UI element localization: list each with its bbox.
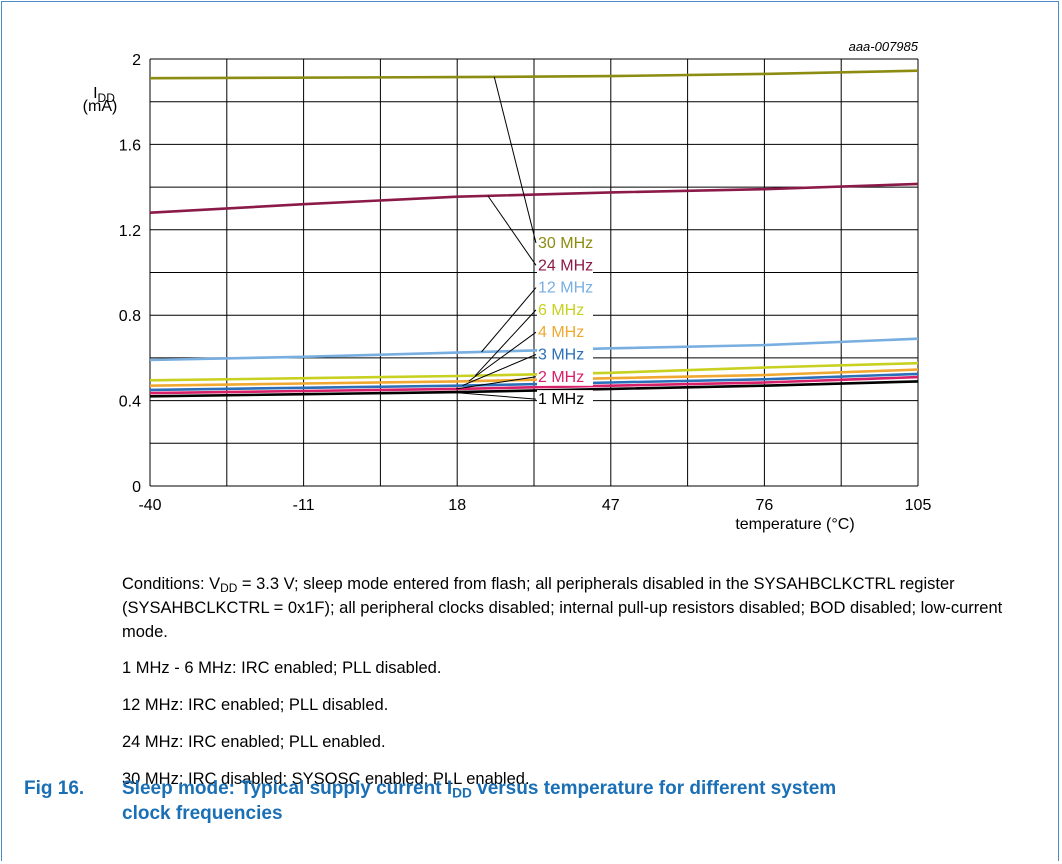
y-tick-label: 0.4: [119, 394, 141, 411]
series-line: [149, 368, 919, 387]
series-label: 3 MHz: [538, 347, 584, 364]
note-item: 12 MHz: IRC enabled; PLL disabled.: [122, 696, 389, 714]
leader-line: [462, 354, 537, 387]
series-line: [149, 372, 919, 392]
series-line: [149, 361, 919, 382]
series-label-bg: [537, 278, 593, 297]
series-line: [149, 182, 919, 214]
leader-line: [449, 391, 537, 400]
conditions-post: = 3.3 V; sleep mode entered from flash; …: [122, 575, 1003, 641]
series-label-bg: [537, 345, 593, 364]
series-line: [149, 380, 919, 398]
x-tick-label: -11: [293, 497, 315, 514]
series-label: 6 MHz: [538, 302, 584, 319]
y-tick-label: 1.2: [119, 223, 141, 240]
grid: [149, 58, 919, 487]
leader-line: [481, 287, 537, 353]
tick-labels: -40 -11 18 47 76 105 0 0.4 0.8 1.2 1.6 2: [119, 52, 932, 514]
figure-notes: Conditions: VDD = 3.3 V; sleep mode ente…: [122, 572, 1022, 804]
caption-pre: Sleep mode: Typical supply current I: [122, 778, 453, 799]
figure-number: Fig 16.: [24, 778, 85, 799]
y-tick-label: 2: [132, 52, 141, 69]
leader-line: [493, 76, 537, 244]
x-tick-label: 76: [756, 497, 774, 514]
series-label: 30 MHz: [538, 235, 593, 252]
leader-line: [456, 376, 537, 390]
series-label: 24 MHz: [538, 257, 593, 274]
leader-line: [474, 309, 537, 377]
note-item: 1 MHz - 6 MHz: IRC enabled; PLL disabled…: [122, 659, 442, 677]
y-tick-label: 0.8: [119, 308, 141, 325]
y-tick-label: 1.6: [119, 137, 141, 154]
y-axis-label-main: I: [93, 85, 97, 102]
series-label: 12 MHz: [538, 280, 593, 297]
series-line: [149, 69, 919, 80]
conditions-text: Conditions: VDD = 3.3 V; sleep mode ente…: [122, 572, 1022, 644]
figure-id-label: aaa-007985: [849, 39, 919, 54]
series-label: 1 MHz: [538, 391, 584, 408]
note-item: 30 MHz: IRC disabled; SYSOSC enabled; PL…: [122, 770, 530, 788]
caption-line2: clock frequencies: [122, 803, 283, 824]
figure-caption: Fig 16. Sleep mode: Typical supply curren…: [24, 776, 1034, 826]
series-label: 2 MHz: [538, 369, 584, 386]
caption-post: versus temperature for different system: [471, 778, 837, 799]
conditions-sub: DD: [220, 580, 238, 595]
note-item: 24 MHz: IRC enabled; PLL enabled.: [122, 733, 386, 751]
leader-line: [487, 195, 537, 266]
series-label-bg: [537, 300, 593, 319]
series-label-bg: [537, 256, 593, 275]
series-lines: [149, 69, 919, 398]
x-tick-label: 105: [905, 497, 932, 514]
line-chart: 30 MHz 24 MHz 12 MHz 6 MHz 4 MHz 3 MHz 2 MHz 1 …: [83, 39, 932, 533]
series-label-bg: [537, 323, 593, 342]
caption-sub: DD: [452, 785, 472, 801]
x-axis-label: temperature (°C): [735, 516, 854, 533]
y-tick-label: 0: [132, 479, 141, 496]
series-label-bg: [537, 234, 593, 252]
leader-line: [468, 331, 537, 382]
conditions-pre: Conditions: V: [122, 575, 221, 593]
series-line: [149, 337, 919, 362]
label-leader-lines: [449, 76, 537, 400]
series-labels: 30 MHz 24 MHz 12 MHz 6 MHz 4 MHz 3 MHz 2 MHz 1 …: [537, 234, 593, 409]
x-tick-label: 18: [448, 497, 466, 514]
y-axis-label: IDD: [93, 85, 115, 105]
x-tick-label: 47: [602, 497, 620, 514]
y-axis-unit: (mA): [83, 98, 118, 115]
series-label-bg: [537, 367, 593, 386]
series-label-bg: [537, 390, 593, 409]
y-axis-label-sub: DD: [98, 91, 116, 105]
series-label: 4 MHz: [538, 324, 584, 341]
x-tick-label: -40: [138, 497, 161, 514]
series-line: [149, 375, 919, 395]
